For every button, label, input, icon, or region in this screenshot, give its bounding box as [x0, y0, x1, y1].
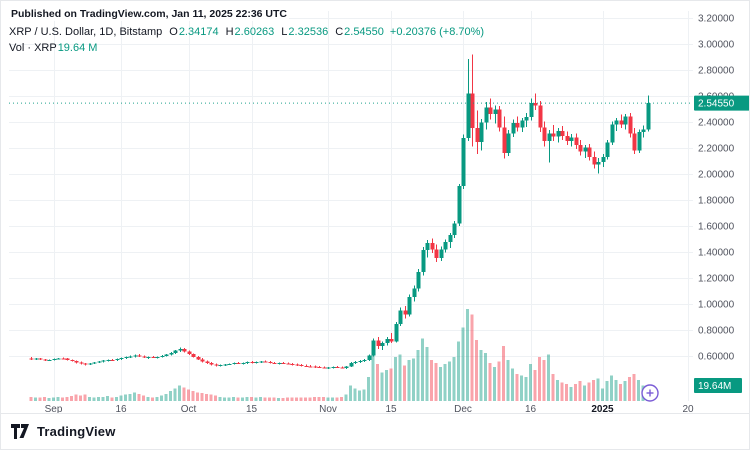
svg-text:16: 16 — [525, 404, 537, 415]
price-chart[interactable]: 3.200003.000002.800002.600002.400002.200… — [1, 1, 750, 415]
close-value: 2.54550 — [344, 26, 384, 38]
svg-text:2.00000: 2.00000 — [698, 170, 735, 181]
svg-text:1.40000: 1.40000 — [698, 248, 735, 259]
plus-marker-icon[interactable] — [641, 384, 659, 402]
high-label: H — [225, 26, 234, 38]
volume-legend: Vol · XRP19.64 M — [9, 42, 97, 54]
volume-label: Vol · XRP — [9, 42, 57, 54]
svg-text:2.80000: 2.80000 — [698, 66, 735, 77]
svg-text:Sep: Sep — [45, 404, 63, 415]
x-axis-labels[interactable]: Sep 16 Oct 15 Nov 15 Dec 16 2025 20 — [45, 404, 694, 415]
svg-text:1.20000: 1.20000 — [698, 274, 735, 285]
svg-text:3.00000: 3.00000 — [698, 40, 735, 51]
tradingview-logo-icon — [11, 424, 29, 439]
grid — [9, 11, 693, 401]
svg-text:2.40000: 2.40000 — [698, 118, 735, 129]
last-price-badge: 2.54550 — [694, 95, 749, 111]
open-label: O — [169, 26, 178, 38]
close-label: C — [335, 26, 344, 38]
svg-text:3.20000: 3.20000 — [698, 14, 735, 25]
svg-text:15: 15 — [385, 404, 397, 415]
open-value: 2.34174 — [178, 26, 219, 38]
svg-text:16: 16 — [115, 404, 127, 415]
footer-bar: TradingView — [1, 413, 749, 449]
volume-badge: 19.64M — [694, 378, 742, 393]
svg-text:2.54550: 2.54550 — [698, 99, 735, 110]
y-axis-labels[interactable]: 3.200003.000002.800002.600002.400002.200… — [698, 14, 735, 363]
svg-text:2025: 2025 — [591, 404, 614, 415]
svg-text:20: 20 — [682, 404, 694, 415]
svg-text:Oct: Oct — [181, 404, 197, 415]
volume-value: 19.64 M — [57, 42, 98, 54]
volume-series — [29, 309, 649, 401]
svg-text:1.00000: 1.00000 — [698, 300, 735, 311]
svg-text:1.60000: 1.60000 — [698, 222, 735, 233]
tradingview-brand-text: TradingView — [37, 424, 116, 439]
svg-text:19.64M: 19.64M — [698, 381, 731, 392]
svg-text:Dec: Dec — [454, 404, 472, 415]
svg-text:0.60000: 0.60000 — [698, 352, 735, 363]
candle-series — [29, 54, 651, 370]
tradingview-logo[interactable]: TradingView — [11, 424, 116, 439]
symbol-legend: XRP / U.S. Dollar, 1D, Bitstamp O2.34174 H… — [9, 26, 484, 38]
published-line: Published on TradingView.com, Jan 11, 20… — [9, 7, 290, 21]
symbol-title: XRP / U.S. Dollar, 1D, Bitstamp — [9, 26, 163, 38]
high-value: 2.60263 — [234, 26, 275, 38]
svg-text:15: 15 — [246, 404, 258, 415]
svg-text:Nov: Nov — [319, 404, 337, 415]
low-label: L — [281, 26, 288, 38]
svg-text:2.20000: 2.20000 — [698, 144, 735, 155]
svg-text:1.80000: 1.80000 — [698, 196, 735, 207]
low-value: 2.32536 — [288, 26, 329, 38]
svg-text:0.80000: 0.80000 — [698, 326, 735, 337]
change-value: +0.20376 (+8.70%) — [389, 26, 485, 38]
